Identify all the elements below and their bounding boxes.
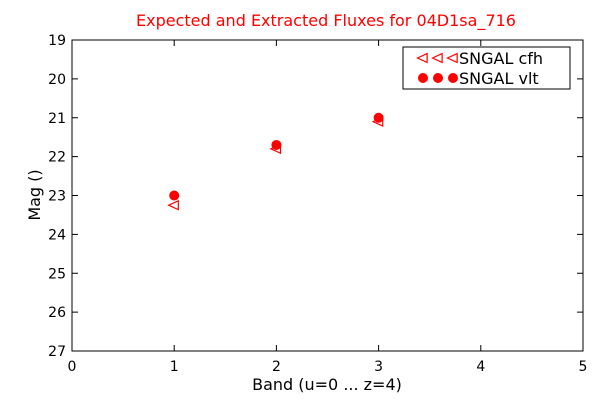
data-point-circle	[271, 139, 282, 150]
y-tick-label: 19	[48, 33, 66, 49]
y-tick-label: 20	[48, 72, 66, 88]
legend-marker-triangle	[446, 52, 458, 64]
legend-label: SNGAL cfh	[459, 49, 543, 68]
legend-marker-circle	[448, 73, 458, 83]
legend-label: SNGAL vlt	[459, 69, 539, 88]
data-point-circle	[169, 190, 180, 201]
data-point-circle	[373, 112, 384, 123]
x-axis-label: Band (u=0 ... z=4)	[252, 375, 402, 394]
y-axis-label: Mag ()	[25, 169, 44, 220]
y-tick-label: 23	[48, 189, 66, 205]
legend-marker-circle	[418, 73, 428, 83]
y-tick-label: 27	[48, 344, 66, 360]
y-tick-label: 25	[48, 266, 66, 282]
x-axis: 0 1 2 3 4 5	[68, 40, 588, 375]
data-point-triangle	[167, 199, 179, 211]
x-tick-label: 5	[579, 359, 588, 375]
y-tick-label: 26	[48, 305, 66, 321]
legend-marker-triangle	[431, 52, 443, 64]
x-tick-label: 0	[68, 359, 77, 375]
x-tick-label: 4	[476, 359, 485, 375]
legend-box	[402, 46, 571, 90]
data-marks	[167, 112, 384, 211]
x-tick-label: 3	[374, 359, 383, 375]
y-tick-label: 21	[48, 111, 66, 127]
y-axis: 19 20 21 22 23 24 25 26 27	[48, 33, 583, 360]
plot-frame	[71, 39, 584, 352]
x-tick-label: 1	[170, 359, 179, 375]
y-tick-label: 22	[48, 150, 66, 166]
x-tick-label: 2	[272, 359, 281, 375]
legend-marker-triangle	[416, 52, 428, 64]
y-tick-label: 24	[48, 227, 66, 243]
legend-marker-circle	[433, 73, 443, 83]
plot-area	[71, 39, 584, 352]
chart-title: Expected and Extracted Fluxes for 04D1sa…	[136, 11, 516, 31]
